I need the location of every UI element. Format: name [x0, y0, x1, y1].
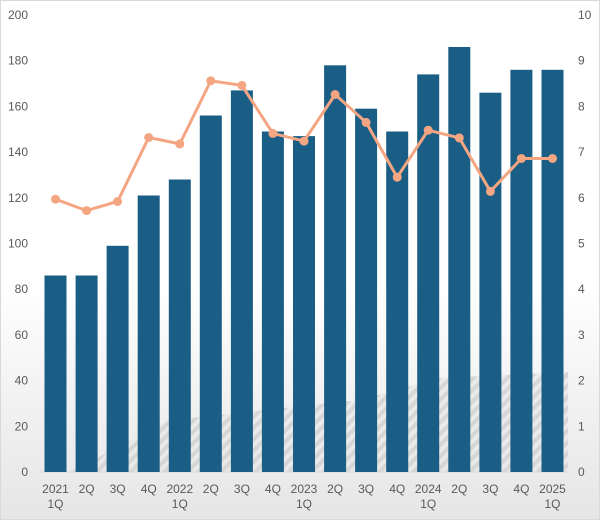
x-tick-label: 4Q [265, 482, 281, 496]
y-left-tick-label: 80 [15, 282, 29, 296]
x-tick-label: 3Q [110, 482, 126, 496]
line-series [51, 76, 557, 216]
x-tick-label: 4Q [389, 482, 405, 496]
x-tick-label: 2Q [203, 482, 219, 496]
y-right-tick-label: 4 [578, 282, 585, 296]
y-right-tick-label: 2 [578, 374, 585, 388]
y-right-tick-label: 3 [578, 328, 585, 342]
bar [199, 115, 222, 472]
line-point [330, 90, 340, 99]
y-right-tick-label: 6 [578, 191, 585, 205]
x-tick-label: 4Q [513, 482, 529, 496]
bar [355, 108, 378, 472]
line-point [175, 139, 185, 149]
y-left-tick-label: 200 [8, 8, 28, 22]
x-tick-label: 2025 1Q [539, 482, 566, 511]
bar [417, 74, 440, 473]
y-right-tick-label: 5 [578, 237, 585, 251]
line-point [485, 186, 495, 196]
line-point [144, 133, 154, 142]
bar [293, 136, 315, 472]
x-tick-label: 4Q [141, 482, 157, 496]
x-tick-label: 3Q [482, 482, 498, 496]
y-left-tick-label: 120 [8, 191, 28, 205]
y-right-tick-label: 9 [578, 54, 585, 68]
line-point [113, 197, 123, 206]
floor-shadow-band [70, 372, 568, 472]
line-point [237, 80, 247, 90]
bar [448, 47, 471, 472]
x-tick-label: 2Q [327, 482, 343, 496]
bar [479, 92, 502, 472]
y-axis-right: 0 1 2 3 4 5 6 7 8 9 10 [578, 8, 592, 479]
bar [541, 69, 564, 473]
line-point [206, 76, 216, 86]
y-left-tick-label: 180 [8, 54, 28, 68]
bar [386, 131, 409, 472]
y-left-tick-label: 100 [8, 237, 28, 251]
bar [75, 275, 98, 472]
bar [261, 131, 284, 472]
y-axis-left: 0 20 40 60 80 100 120 140 160 180 200 [8, 8, 28, 479]
line-point [299, 136, 309, 146]
y-left-tick-label: 20 [15, 419, 29, 433]
y-right-tick-label: 7 [578, 145, 585, 159]
y-left-tick-label: 160 [8, 99, 28, 113]
line-point [516, 154, 526, 163]
x-tick-label: 2023 1Q [291, 482, 318, 511]
x-axis: 2021 1Q 2Q 3Q 4Q 2022 1Q 2Q 3Q 4Q 2023 1Q 2Q 3Q 4Q 2024… [42, 482, 566, 511]
bar [324, 65, 347, 473]
line-point [51, 194, 60, 204]
line-point [392, 172, 402, 182]
bar [230, 90, 253, 473]
x-tick-label: 2Q [451, 482, 467, 496]
line-point [454, 133, 464, 143]
line-point [268, 128, 278, 138]
bar [44, 275, 67, 472]
x-tick-label: 2Q [79, 482, 95, 496]
y-right-tick-label: 1 [578, 419, 585, 433]
line-point [548, 154, 557, 163]
line-point [361, 117, 371, 127]
y-right-tick-label: 8 [578, 99, 585, 113]
x-tick-label: 2024 1Q [415, 482, 442, 511]
bar [510, 69, 533, 473]
y-right-tick-label: 10 [578, 8, 592, 22]
x-tick-label: 2022 1Q [166, 482, 193, 511]
floor-shading [70, 372, 568, 472]
bar [168, 179, 191, 472]
y-left-tick-label: 140 [8, 145, 28, 159]
y-left-tick-label: 60 [15, 328, 29, 342]
x-tick-label: 3Q [234, 482, 250, 496]
x-tick-label: 3Q [358, 482, 374, 496]
line-point [82, 206, 92, 216]
x-tick-label: 2021 1Q [42, 482, 69, 511]
bar [137, 195, 160, 472]
y-left-tick-label: 0 [21, 465, 28, 479]
bar-series [44, 47, 564, 473]
y-right-tick-label: 0 [578, 465, 585, 479]
y-left-tick-label: 40 [15, 374, 29, 388]
line-point [423, 125, 433, 135]
bar [106, 245, 129, 472]
